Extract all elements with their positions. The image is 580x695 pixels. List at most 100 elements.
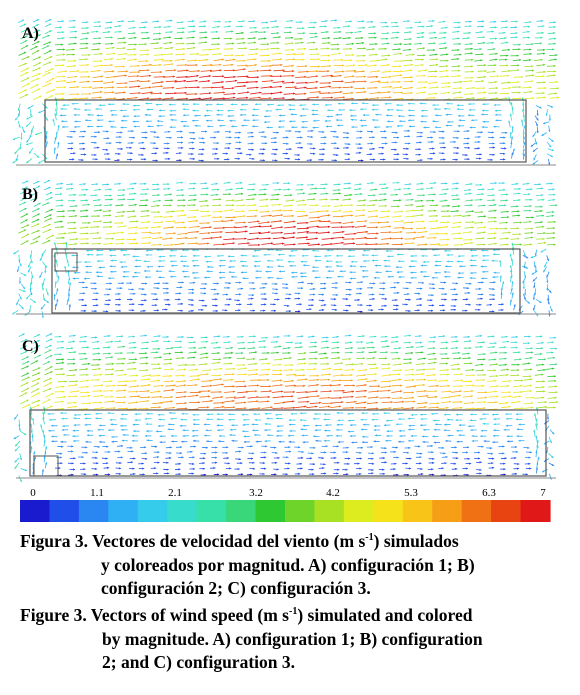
wind-vector-head <box>169 193 172 196</box>
wind-vector-head <box>348 182 351 185</box>
wind-vector-head <box>262 152 265 155</box>
wind-vector-head <box>421 63 424 67</box>
wind-vector-head <box>519 97 522 100</box>
wind-vector-head <box>552 48 555 51</box>
wind-vector-head <box>107 137 110 140</box>
wind-vector-head <box>410 254 413 258</box>
wind-vector-head <box>551 149 554 152</box>
wind-vector-head <box>37 219 40 222</box>
wind-vector-head <box>511 258 514 262</box>
wind-vector-head <box>359 183 362 186</box>
wind-vector-head <box>156 124 159 127</box>
wind-vector-head <box>243 119 246 122</box>
wind-vector-head <box>129 146 132 149</box>
wind-vector-head <box>25 29 28 31</box>
wind-vector-head <box>481 249 484 252</box>
wind-vector-head <box>275 148 278 151</box>
wind-vector-head <box>110 270 113 273</box>
wind-vector-head <box>341 241 344 244</box>
wind-vector-head <box>399 120 402 123</box>
wind-vector-head <box>536 113 539 116</box>
wind-vector-head <box>435 81 438 84</box>
wind-vector-head <box>291 214 294 217</box>
wind-vector-head <box>147 97 150 100</box>
wind-vector-head <box>247 242 250 245</box>
wind-vector-head <box>167 157 171 160</box>
wind-vector-head <box>387 120 390 123</box>
wind-vector-head <box>538 183 541 186</box>
wind-vector-head <box>51 234 54 237</box>
wind-vector-head <box>387 63 390 67</box>
wind-vector-head <box>56 153 59 156</box>
wind-vector-head <box>348 143 351 146</box>
wind-vector-head <box>109 265 112 268</box>
wind-vector-head <box>419 141 422 144</box>
wind-vector-head <box>50 197 53 200</box>
wind-vector-head <box>509 265 512 268</box>
wind-vector-head <box>280 75 283 78</box>
wind-vector-head <box>75 205 78 208</box>
wind-vector-head <box>311 129 314 132</box>
wind-vector-head <box>387 275 390 278</box>
wind-vector-head <box>435 214 438 217</box>
wind-vector-head <box>275 159 278 162</box>
wind-vector-head <box>483 243 486 246</box>
wind-vector-head <box>499 260 502 263</box>
wind-vector-head <box>74 227 77 230</box>
wind-vector-head <box>374 64 377 67</box>
wind-vector-head <box>38 67 41 70</box>
wind-vector-head <box>86 249 89 252</box>
wind-vector-head <box>544 264 547 268</box>
wind-vector-head <box>552 236 555 239</box>
wind-vector-head <box>324 119 327 123</box>
wind-vector-head <box>88 75 91 78</box>
wind-vector-head <box>266 204 269 208</box>
wind-vector-head <box>289 130 292 133</box>
wind-vector-head <box>204 182 207 185</box>
wind-vector-head <box>314 276 317 279</box>
panel-a-vector-field <box>12 18 560 166</box>
wind-vector-head <box>299 114 302 117</box>
wind-vector-head <box>434 126 437 129</box>
wind-vector-head <box>494 182 497 185</box>
wind-vector-head <box>408 114 411 117</box>
wind-vector-head <box>400 231 403 234</box>
wind-vector-head <box>170 199 173 202</box>
wind-vector-head <box>398 188 402 191</box>
wind-vector-head <box>205 199 208 203</box>
wind-vector-head <box>433 254 436 257</box>
wind-vector-head <box>31 276 34 279</box>
wind-vector-head <box>122 103 125 106</box>
wind-vector-head <box>26 124 29 127</box>
wind-vector-head <box>550 182 553 185</box>
wind-vector-head <box>352 75 355 78</box>
wind-vector-head <box>327 70 330 73</box>
wind-vector-head <box>99 220 102 223</box>
wind-vector-head <box>146 31 149 34</box>
wind-vector-head <box>25 35 28 38</box>
wind-vector-head <box>400 91 404 94</box>
wind-vector-head <box>313 119 316 122</box>
wind-vector-head <box>339 86 342 89</box>
wind-vector-head <box>185 232 188 235</box>
wind-vector-head <box>192 147 195 150</box>
wind-vector-head <box>457 276 460 279</box>
wind-vector-head <box>109 282 112 285</box>
wind-vector-head <box>553 74 556 77</box>
wind-vector-head <box>108 120 111 123</box>
wind-vector-head <box>478 135 481 138</box>
wind-vector-head <box>47 180 51 182</box>
wind-vector-head <box>220 216 223 219</box>
wind-vector-head <box>302 58 305 61</box>
wind-vector-head <box>375 199 378 202</box>
wind-vector-head <box>517 81 520 84</box>
wind-vector-head <box>505 221 508 224</box>
wind-vector-head <box>233 96 236 99</box>
wind-vector-head <box>410 227 413 230</box>
wind-vector-head <box>49 30 52 33</box>
wind-vector-head <box>299 104 302 107</box>
wind-vector-head <box>157 188 160 191</box>
wind-vector-head <box>136 220 139 223</box>
wind-vector-head <box>529 243 533 246</box>
wind-vector-head <box>279 58 282 61</box>
